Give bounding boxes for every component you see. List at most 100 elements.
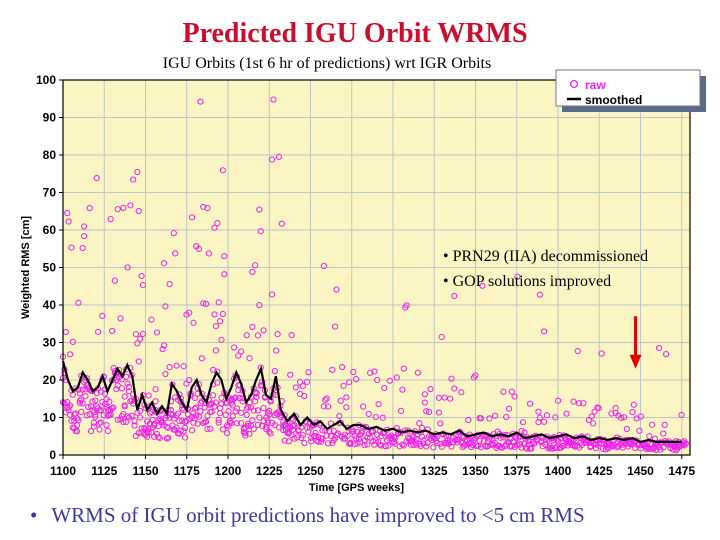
raw-point [576,400,583,407]
raw-point [540,328,548,335]
raw-point [128,397,135,404]
raw-point [246,430,253,437]
raw-point [193,404,200,411]
raw-point [124,264,131,271]
raw-point [135,358,142,365]
raw-point [351,441,358,448]
raw-point [96,420,103,427]
raw-point [195,245,203,253]
raw-point [152,398,159,405]
raw-point [93,174,100,182]
raw-point [430,444,437,451]
raw-point [75,417,82,424]
x-tick-label: 1450 [627,464,654,478]
y-tick-label: 70 [43,186,57,200]
x-tick-label: 1100 [50,464,76,478]
raw-point [176,417,183,425]
raw-point [65,218,72,225]
raw-point [552,414,559,421]
raw-point [329,366,336,374]
raw-point [209,392,217,399]
raw-point [595,405,602,412]
raw-point [254,407,262,414]
raw-point [381,384,388,392]
raw-point [66,411,74,418]
raw-point [455,432,462,439]
annotation-prn29: • PRN29 (IIA) decommissioned [443,248,648,265]
raw-point [249,268,256,276]
raw-point [123,373,130,380]
raw-point [341,431,349,438]
raw-point [79,386,86,393]
raw-point [409,433,416,440]
raw-point [554,397,562,404]
raw-point [117,315,124,322]
raw-point [153,329,161,336]
raw-point [198,355,205,362]
raw-point [211,403,218,410]
raw-point [330,427,337,434]
raw-point [378,442,385,449]
raw-point [228,396,235,403]
y-axis-label: Weighted RMS [cm] [20,216,32,319]
raw-point [165,434,172,441]
y-tick-label: 60 [43,223,57,237]
raw-point [334,430,341,437]
raw-point [219,426,226,433]
raw-point [211,224,218,231]
raw-point [446,395,454,402]
raw-point [242,429,249,437]
raw-point [305,428,312,435]
smoothed-series-line [61,361,682,444]
raw-point [385,442,392,449]
red-arrow [629,316,642,369]
raw-point [135,207,142,215]
wrms-chart: IGU Orbits (1st 6 hr of predictions) wrt… [20,55,706,494]
raw-point [80,233,88,240]
raw-point [648,441,656,448]
raw-point [256,302,263,309]
raw-point [144,433,151,440]
raw-point [358,430,365,437]
raw-point [145,429,152,436]
raw-point [312,429,319,436]
x-tick-label: 1425 [586,464,613,478]
raw-point [155,433,162,441]
raw-point [103,422,110,429]
raw-point [448,375,455,382]
raw-point [219,310,226,318]
raw-point [508,388,515,395]
raw-point [619,441,626,448]
raw-point [159,346,166,353]
raw-point [301,439,308,447]
raw-point [69,338,76,345]
x-tick-label: 1325 [421,464,448,478]
raw-point [137,414,144,421]
raw-point [233,420,241,427]
x-tick-label: 1300 [380,464,407,478]
raw-point [319,427,326,434]
raw-point [235,352,242,359]
raw-point [238,348,245,355]
raw-point [138,272,145,280]
tick-labels: 1100 1125 1150 1175 1200 1225 1250 1275 1300 1325… [36,73,695,478]
raw-point [238,409,245,416]
raw-point [281,437,288,444]
raw-point [505,405,513,412]
raw-point [243,411,250,419]
y-tick-label: 20 [43,373,57,387]
raw-point [246,355,253,362]
page-title: Predicted IGU Orbit WRMS [182,18,528,49]
raw-point [207,425,214,432]
raw-point [128,412,135,420]
raw-point [278,220,285,227]
raw-point [560,442,567,449]
raw-point [132,331,140,338]
raw-point [434,439,441,447]
raw-point [441,394,448,401]
y-tick-label: 10 [43,411,57,425]
raw-point [245,422,252,430]
raw-point [188,414,196,421]
raw-point [503,413,510,421]
raw-point [76,399,83,407]
